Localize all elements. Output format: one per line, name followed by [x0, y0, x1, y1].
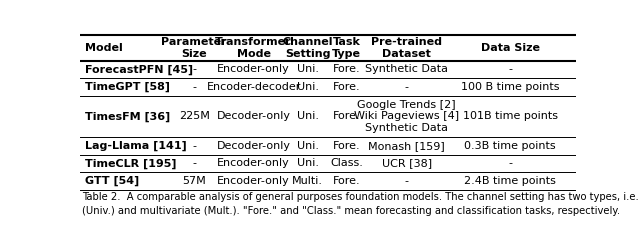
Text: Data Size: Data Size: [481, 43, 540, 53]
Text: -: -: [404, 82, 408, 92]
Text: -: -: [192, 64, 196, 75]
Text: Encoder-decoder: Encoder-decoder: [207, 82, 301, 92]
Text: Uni.: Uni.: [297, 141, 319, 151]
Text: TimesFM [36]: TimesFM [36]: [85, 111, 170, 122]
Text: Fore.: Fore.: [333, 176, 360, 186]
Text: -: -: [192, 158, 196, 169]
Text: Monash [159]: Monash [159]: [368, 141, 445, 151]
Text: -: -: [508, 64, 512, 75]
Text: Encoder-only: Encoder-only: [217, 158, 290, 169]
Text: Fore.: Fore.: [333, 111, 360, 122]
Text: 57M: 57M: [182, 176, 206, 186]
Text: Encoder-only: Encoder-only: [217, 64, 290, 75]
Text: Encoder-only: Encoder-only: [217, 176, 290, 186]
Text: Multi.: Multi.: [292, 176, 323, 186]
Text: 225M: 225M: [179, 111, 209, 122]
Text: Table 2.  A comparable analysis of general purposes foundation models. The chann: Table 2. A comparable analysis of genera…: [83, 192, 640, 216]
Text: Decoder-only: Decoder-only: [216, 111, 291, 122]
Text: Uni.: Uni.: [297, 111, 319, 122]
Text: 100 B time points: 100 B time points: [461, 82, 559, 92]
Text: Parameter
Size: Parameter Size: [161, 37, 227, 59]
Text: Lag-Llama [141]: Lag-Llama [141]: [85, 141, 187, 151]
Text: Uni.: Uni.: [297, 158, 319, 169]
Text: Fore.: Fore.: [333, 141, 360, 151]
Text: Fore.: Fore.: [333, 82, 360, 92]
Text: -: -: [508, 158, 512, 169]
Text: Decoder-only: Decoder-only: [216, 141, 291, 151]
Text: Transformer
Mode: Transformer Mode: [215, 37, 292, 59]
Text: Model: Model: [85, 43, 123, 53]
Text: Uni.: Uni.: [297, 82, 319, 92]
Text: Google Trends [2]
Wiki Pageviews [4]
Synthetic Data: Google Trends [2] Wiki Pageviews [4] Syn…: [354, 100, 459, 133]
Text: UCR [38]: UCR [38]: [381, 158, 431, 169]
Text: -: -: [404, 176, 408, 186]
Text: TimeGPT [58]: TimeGPT [58]: [85, 82, 170, 92]
Text: -: -: [192, 141, 196, 151]
Text: Channel
Setting: Channel Setting: [282, 37, 333, 59]
Text: Pre-trained
Dataset: Pre-trained Dataset: [371, 37, 442, 59]
Text: 101B time points: 101B time points: [463, 111, 558, 122]
Text: GTT [54]: GTT [54]: [85, 176, 140, 186]
Text: Task
Type: Task Type: [332, 37, 361, 59]
Text: -: -: [192, 82, 196, 92]
Text: Synthetic Data: Synthetic Data: [365, 64, 448, 75]
Text: TimeCLR [195]: TimeCLR [195]: [85, 158, 177, 169]
Text: Class.: Class.: [330, 158, 363, 169]
Text: Fore.: Fore.: [333, 64, 360, 75]
Text: 2.4B time points: 2.4B time points: [465, 176, 556, 186]
Text: 0.3B time points: 0.3B time points: [465, 141, 556, 151]
Text: ForecastPFN [45]: ForecastPFN [45]: [85, 64, 193, 75]
Text: Uni.: Uni.: [297, 64, 319, 75]
